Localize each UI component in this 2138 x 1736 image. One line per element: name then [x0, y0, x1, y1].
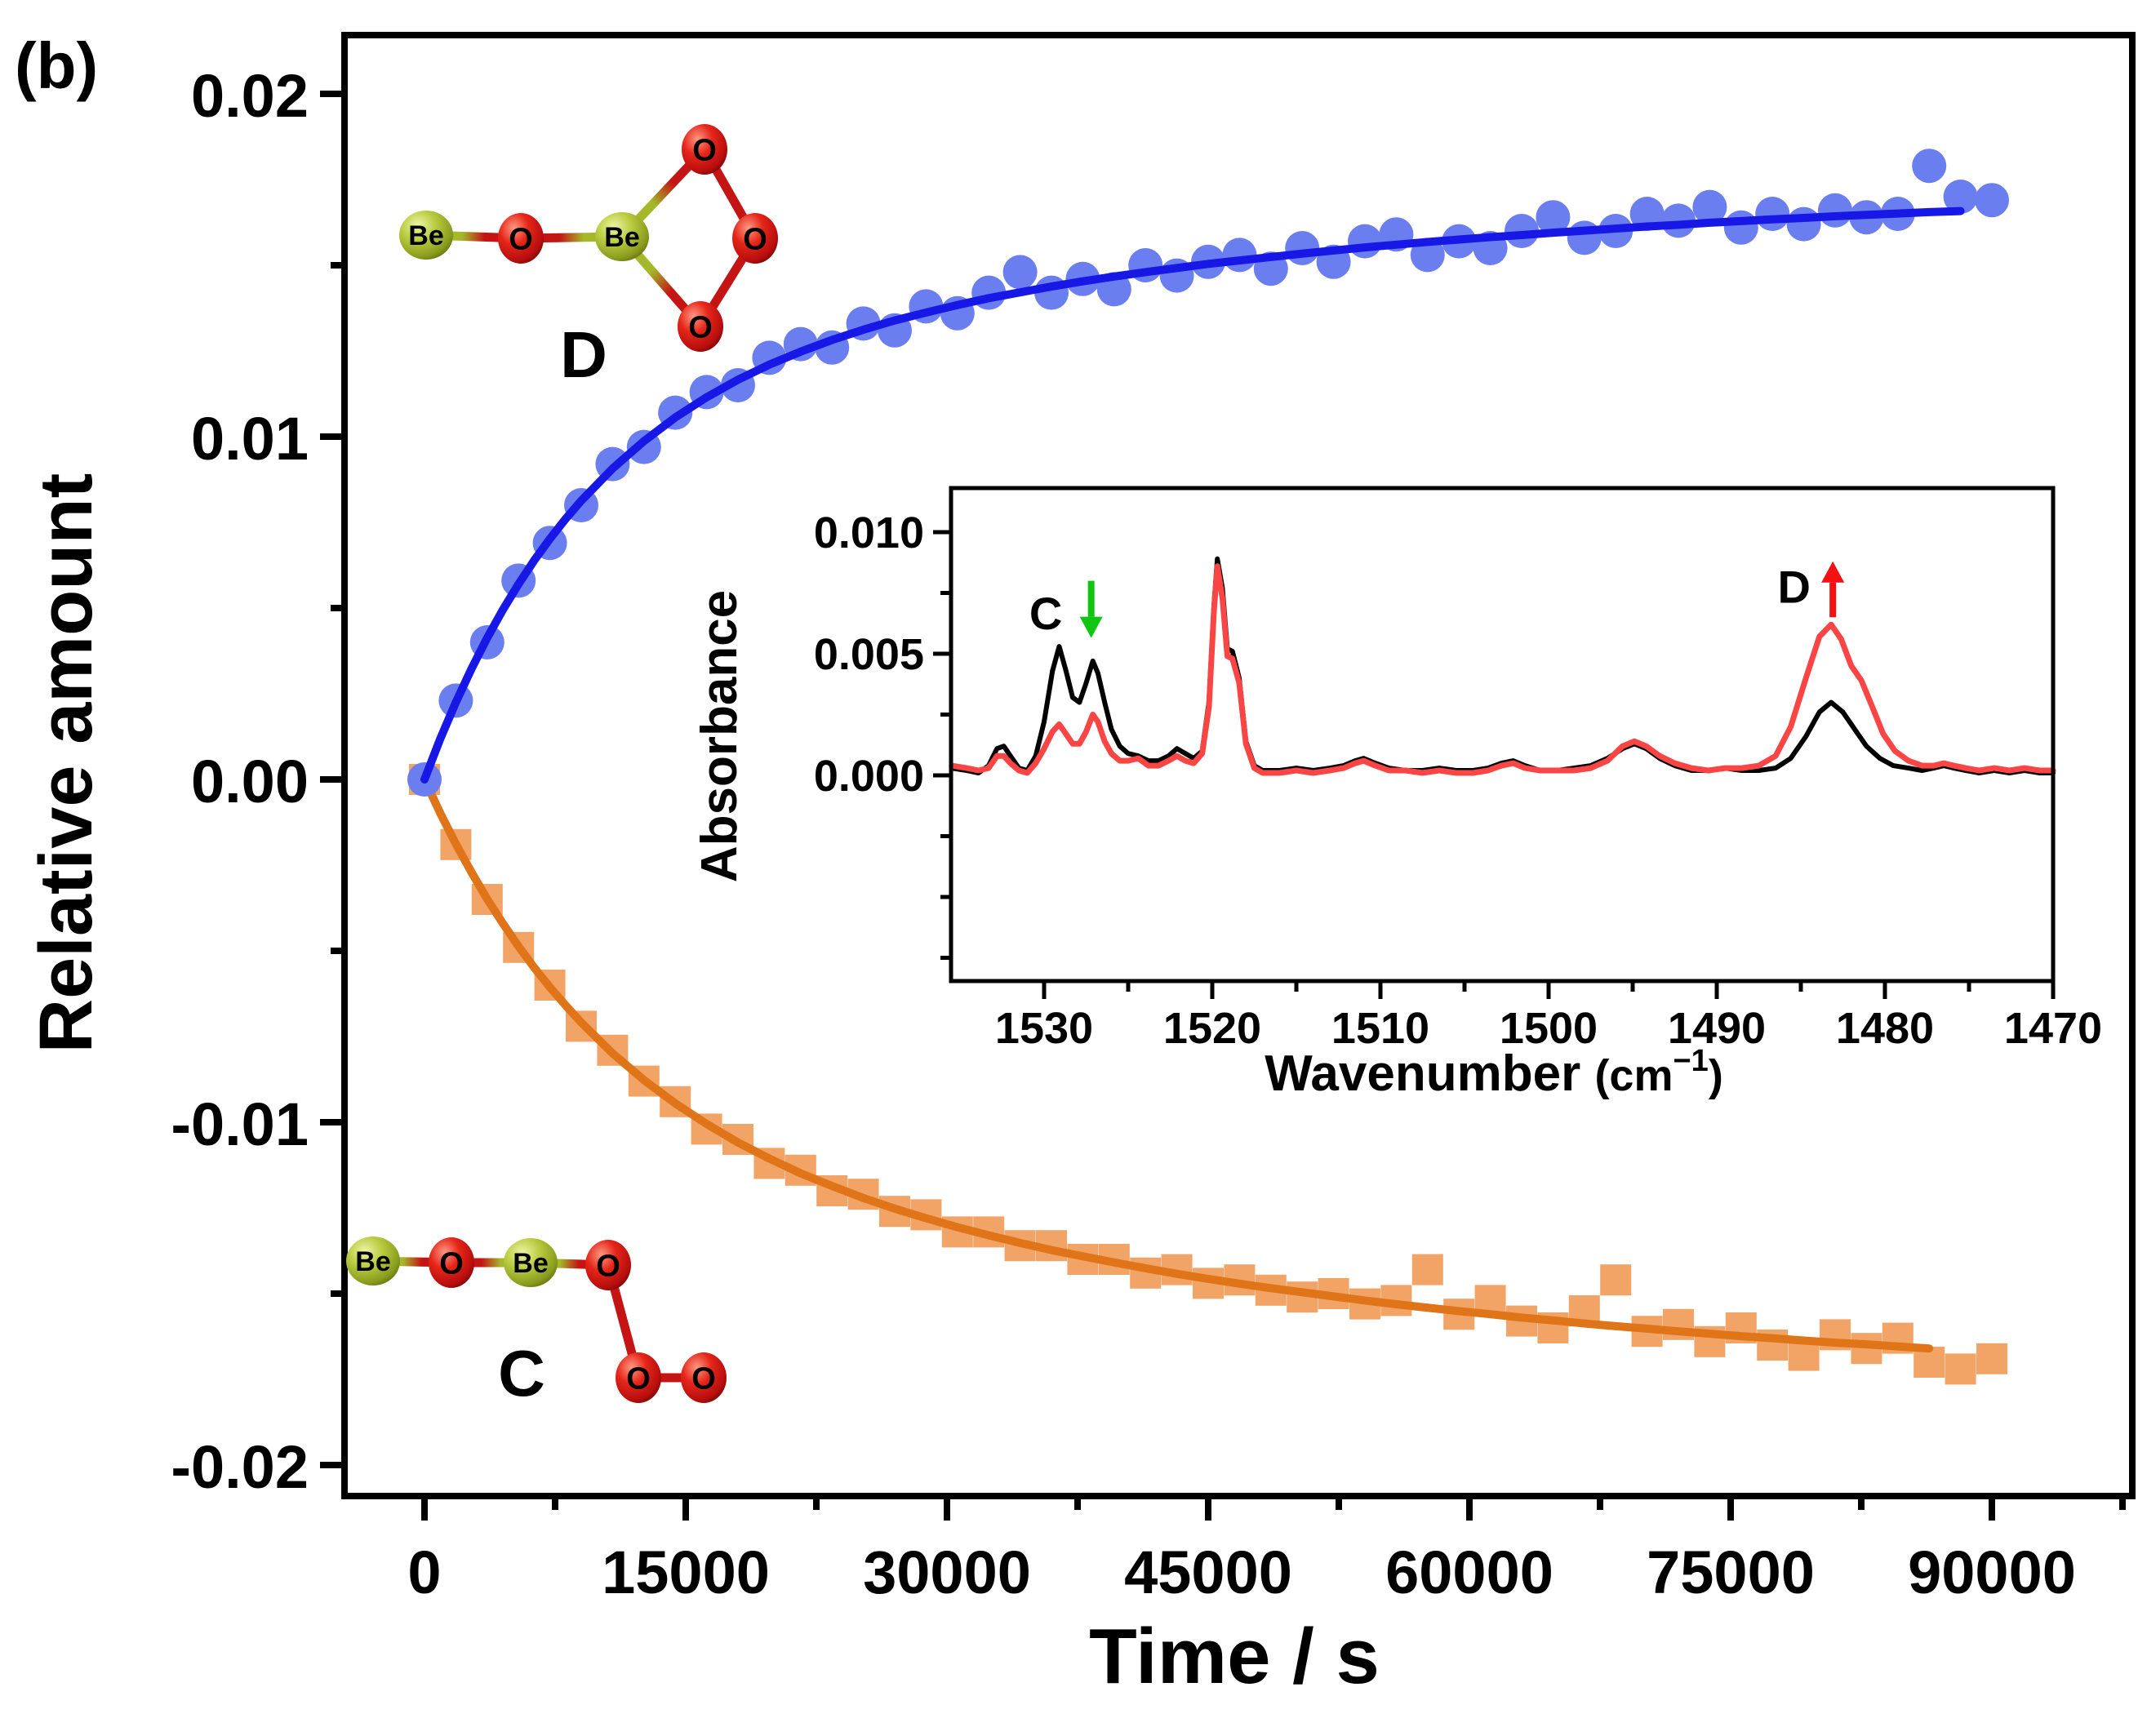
y-tick-label: -0.01 — [171, 1090, 309, 1158]
data-point-D — [1222, 238, 1257, 273]
data-point-D — [1723, 210, 1758, 245]
inset-y-axis-title: Absorbance — [691, 590, 748, 882]
atom-label: O — [439, 1247, 464, 1281]
be-atom — [504, 1238, 558, 1287]
annotation-D: D — [1778, 561, 1845, 618]
fit-line-D — [420, 206, 1965, 784]
red-spectrum-curve — [949, 563, 2056, 776]
atom-label: O — [509, 223, 533, 257]
be-atom — [346, 1237, 400, 1285]
up-arrow-head — [1821, 561, 1845, 583]
o-atom — [498, 213, 544, 264]
annotation-C: C — [1029, 580, 1103, 639]
inset-y-tick-label: 0.000 — [814, 752, 924, 801]
inset-x-tick-label: 1530 — [995, 1004, 1093, 1053]
molecule-D: Be O Be O O O D — [399, 124, 778, 391]
inset-x-axis-title-close-paren: ) — [1709, 1051, 1723, 1100]
series-D — [407, 149, 2009, 797]
o-atom — [616, 1352, 661, 1403]
o-atom — [682, 124, 727, 175]
atom-label: Be — [355, 1246, 390, 1277]
data-point-D — [1943, 180, 1978, 214]
atom-label: O — [596, 1250, 620, 1284]
y-axis-title: Relative amount — [24, 473, 108, 1054]
atom-label: Be — [604, 222, 639, 253]
annotation-label-C: C — [1029, 588, 1062, 639]
main-axes-frame — [341, 32, 2136, 1499]
inset-x-tick-label: 1520 — [1163, 1004, 1261, 1053]
inset-background — [951, 488, 2053, 981]
atom-label: O — [626, 1362, 651, 1396]
inset-x-axis-title: Wavenumber (cm−1) — [1265, 1044, 1723, 1102]
inset-x-tick-label: 1500 — [1500, 1004, 1598, 1053]
inset-x-axis-title-superscript: −1 — [1673, 1044, 1708, 1078]
data-point-D — [1912, 149, 1947, 184]
data-point-C — [1411, 1254, 1443, 1285]
inset-y-tick-label: 0.005 — [814, 630, 924, 679]
inset-x-tick-label: 1470 — [2004, 1004, 2102, 1053]
x-tick-label: 90000 — [1908, 1538, 2076, 1606]
x-tick-label: 15000 — [602, 1538, 770, 1606]
inset-plot: 1530 1520 1510 1500 1490 1480 1470 0.000 0.005 0.… — [814, 486, 2102, 1053]
atom-label: O — [743, 223, 767, 257]
y-tick-label: -0.02 — [171, 1433, 309, 1501]
inset-x-axis-title-paren: (cm — [1594, 1051, 1673, 1100]
inset-x-tick-label: 1490 — [1668, 1004, 1766, 1053]
y-tick-label: 0.00 — [191, 748, 309, 815]
o-atom — [678, 301, 723, 352]
down-arrow-head — [1079, 616, 1103, 638]
be-atom — [595, 212, 649, 261]
y-tick-label: 0.02 — [191, 62, 309, 130]
annotation-label-D: D — [1778, 561, 1811, 612]
x-tick-label: 75000 — [1647, 1538, 1815, 1606]
atom-label: O — [688, 311, 713, 345]
data-point-D — [1285, 231, 1320, 265]
data-point-C — [1945, 1353, 1976, 1385]
o-atom — [429, 1237, 474, 1288]
inset-x-tick-label: 1480 — [1836, 1004, 1934, 1053]
fit-line-C — [420, 775, 1934, 1353]
species-label-D: D — [560, 318, 607, 391]
y-tick-label: 0.01 — [191, 405, 309, 473]
data-point-C — [1600, 1264, 1632, 1296]
molecule-C: Be O Be O O O C — [346, 1237, 727, 1410]
data-point-D — [1348, 224, 1382, 259]
atom-label: Be — [408, 220, 443, 251]
atom-label: O — [691, 1362, 716, 1396]
data-point-D — [1818, 193, 1852, 228]
inset-axes-frame — [949, 486, 2056, 983]
o-atom — [681, 1352, 727, 1403]
main-plot: 0 15000 30000 45000 60000 75000 900000.020.010… — [171, 32, 2136, 1606]
data-point-C — [1976, 1343, 2007, 1374]
x-tick-label: 30000 — [863, 1538, 1031, 1606]
series-C — [409, 764, 2007, 1385]
atom-label: Be — [513, 1248, 548, 1279]
x-axis-title: Time / s — [1089, 1613, 1380, 1700]
data-point-D — [1692, 189, 1727, 224]
be-atom — [399, 211, 453, 260]
o-atom — [732, 213, 778, 264]
data-point-D — [1755, 197, 1790, 231]
x-tick-label: 45000 — [1124, 1538, 1292, 1606]
x-tick-label: 60000 — [1385, 1538, 1553, 1606]
atom-label: O — [692, 134, 717, 168]
panel-label: (b) — [15, 29, 98, 102]
data-point-D — [1975, 183, 2009, 218]
o-atom — [585, 1240, 631, 1290]
inset-x-tick-label: 1510 — [1331, 1004, 1429, 1053]
inset-y-tick-label: 0.010 — [814, 508, 924, 557]
inset-x-axis-title-main: Wavenumber — [1265, 1046, 1594, 1102]
data-point-D — [1786, 206, 1821, 242]
data-point-D — [1002, 255, 1038, 290]
data-point-D — [1536, 200, 1571, 235]
x-tick-label: 0 — [407, 1538, 441, 1606]
species-label-C: C — [498, 1337, 545, 1410]
